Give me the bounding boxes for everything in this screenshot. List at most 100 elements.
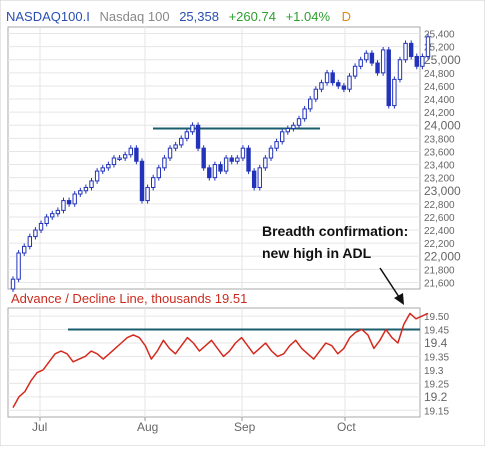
price-tick-label: 23,400	[424, 161, 455, 172]
candle-body	[167, 147, 173, 159]
adl-tick-label: 19.3	[424, 366, 444, 377]
candle-body	[156, 167, 162, 179]
candle-body	[173, 144, 178, 149]
candle-body	[285, 128, 290, 133]
candle-body	[195, 124, 201, 149]
price-tick-label: 25,400	[424, 30, 455, 41]
period-flag: D	[342, 9, 351, 24]
candle-body	[380, 49, 386, 74]
candle-body	[184, 131, 190, 139]
price-tick-label: 24,600	[424, 82, 455, 93]
adl-panel: 19.15 19.219.25 19.3 19.35 19.419.45 19.50	[7, 307, 449, 418]
candle-body	[229, 157, 234, 162]
price-tick-label: 23,600	[424, 147, 455, 158]
price-tick-label: 23,800	[424, 134, 455, 145]
candle-body	[414, 55, 419, 67]
candle-body	[122, 154, 128, 159]
adl-tick-label: 19.50	[424, 312, 449, 323]
x-tick-label: Aug	[137, 420, 158, 434]
candle-body	[251, 170, 257, 188]
candle-body	[66, 200, 72, 205]
price-grid	[8, 27, 420, 289]
candle-body	[10, 278, 16, 290]
candle-body	[308, 98, 313, 110]
price-value: 25,358	[179, 9, 219, 24]
adl-grid	[8, 308, 420, 417]
index-name-label: Nasdaq 100	[99, 9, 169, 24]
price-panel-frame	[7, 26, 421, 290]
candle-body	[134, 147, 139, 162]
candle-body	[296, 118, 302, 126]
annotation-arrow-head	[394, 293, 404, 305]
candle-body	[179, 137, 184, 146]
candle-body	[425, 36, 431, 57]
change-percent-value: +1.04%	[286, 9, 331, 24]
candle-body	[139, 160, 145, 202]
price-tick-label: 22,400	[424, 226, 455, 237]
candles	[10, 33, 431, 292]
candle-body	[257, 167, 262, 188]
candle-body	[106, 164, 111, 169]
price-tick-label: 21,600	[424, 278, 455, 289]
candle-body	[207, 167, 212, 179]
price-tick-label: 22,200	[424, 239, 455, 250]
candle-body	[38, 223, 44, 231]
candle-body	[268, 147, 274, 159]
price-tick-label: 24,800	[424, 69, 455, 80]
price-tick-label: 25,000	[424, 53, 461, 67]
candle-body	[27, 236, 33, 247]
annotation: Breadth confirmation: new high in ADL	[262, 223, 408, 305]
candle-body	[408, 42, 414, 57]
candle-body	[420, 55, 425, 67]
price-tick-label: 22,000	[424, 249, 461, 263]
symbol-label: NASDAQ100.I	[6, 9, 90, 24]
candle-body	[364, 52, 369, 61]
candle-body	[369, 52, 375, 64]
adl-tick-label: 19.45	[424, 326, 449, 337]
candle-body	[279, 131, 285, 143]
candle-body	[44, 216, 49, 224]
candle-body	[151, 177, 156, 188]
price-tick-label: 24,400	[424, 95, 455, 106]
adl-y-axis: 19.15 19.219.25 19.3 19.35 19.419.45 19.50	[424, 312, 449, 417]
candle-body	[22, 245, 27, 254]
price-tick-label: 21,800	[424, 265, 455, 276]
candle-body	[162, 157, 167, 169]
candle-body	[397, 59, 403, 80]
annotation-arrow-shaft	[379, 267, 402, 301]
candle-body	[352, 65, 358, 77]
price-tick-label: 24,200	[424, 108, 455, 119]
candle-body	[89, 180, 94, 188]
candle-body	[291, 124, 296, 130]
x-tick-label: Jul	[32, 420, 47, 434]
candle-body	[100, 167, 105, 172]
price-tick-label: 24,000	[424, 118, 461, 132]
candle-body	[190, 124, 195, 133]
candle-body	[375, 62, 380, 74]
candle-body	[392, 78, 397, 107]
candle-body	[235, 157, 240, 162]
candle-body	[319, 82, 324, 90]
candle-body	[403, 42, 408, 61]
candle-body	[330, 72, 335, 84]
change-value: +260.74	[229, 9, 276, 24]
candle-body	[347, 75, 352, 90]
adl-tick-label: 19.2	[424, 390, 448, 404]
candle-body	[83, 186, 89, 192]
candle-body	[117, 157, 122, 160]
candle-body	[341, 85, 347, 90]
annotation-line-2: new high in ADL	[262, 245, 372, 261]
x-tick-label: Sep	[234, 420, 256, 434]
candle-body	[33, 229, 38, 238]
candle-body	[16, 252, 21, 280]
candle-body	[302, 108, 307, 120]
candle-body	[336, 82, 341, 87]
adl-title: Advance / Decline Line, thousands 19.51	[11, 291, 247, 306]
candle-body	[212, 164, 218, 179]
adl-tick-label: 19.25	[424, 379, 449, 390]
candle-body	[61, 200, 66, 211]
candle-body	[94, 170, 100, 182]
x-axis: Jul Aug Sep Oct	[32, 417, 356, 434]
